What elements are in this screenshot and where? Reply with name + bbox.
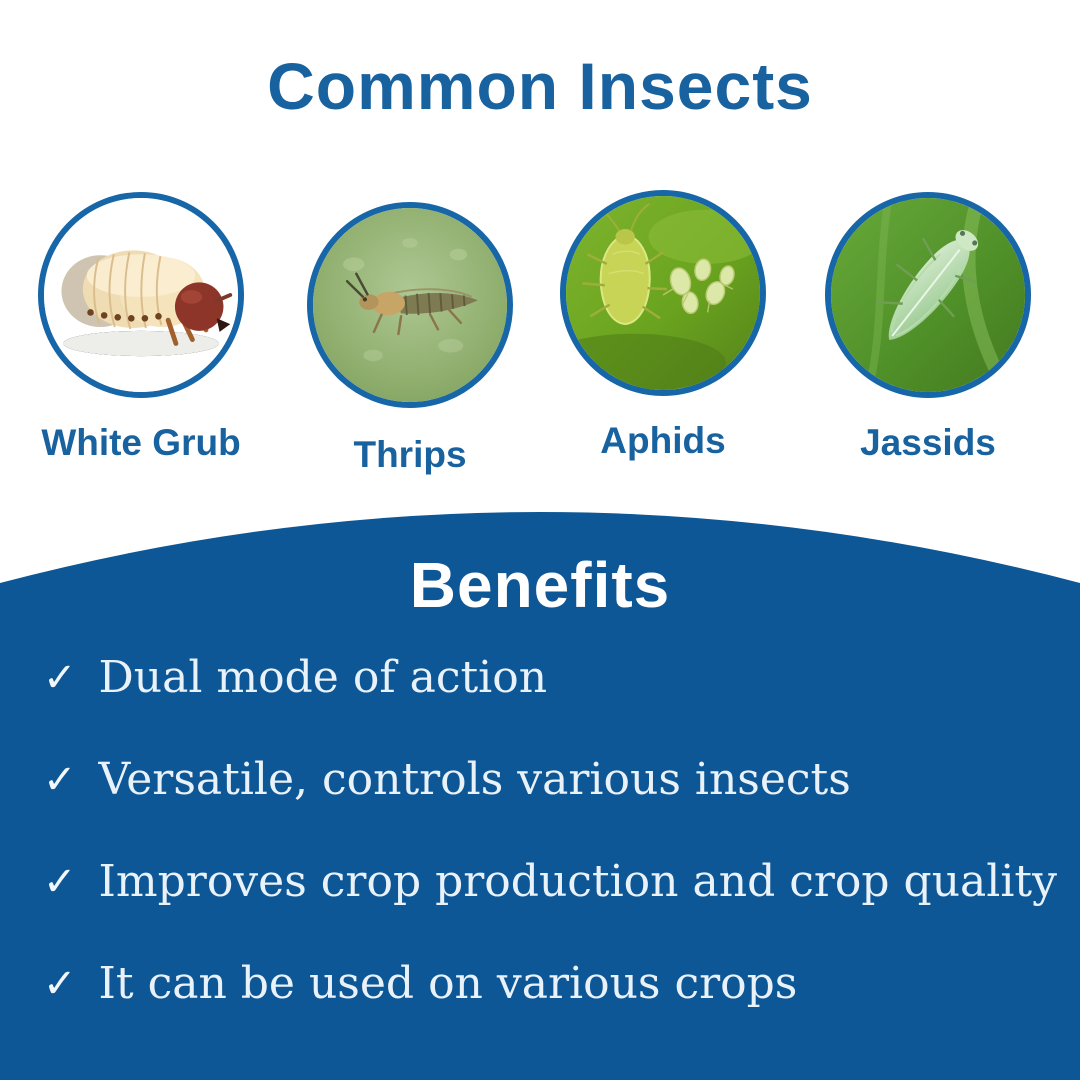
thrips-illustration [313,208,507,402]
white-grub-illustration [44,198,238,392]
insect-card-thrips: Thrips [290,202,530,476]
aphids-photo [560,190,766,396]
insect-card-aphids: Aphids [543,190,783,462]
benefit-text: Improves crop production and crop qualit… [98,856,1057,907]
benefit-text: Dual mode of action [98,652,548,703]
insect-card-white-grub: White Grub [21,192,261,464]
check-icon: ✓ [43,961,77,1007]
insect-label-aphids: Aphids [600,420,726,461]
benefit-item: ✓ Versatile, controls various insects [43,752,1043,808]
benefit-item: ✓ Improves crop production and crop qual… [43,854,1057,910]
benefits-title: Benefits [409,549,671,621]
page-title: Common Insects [267,49,813,123]
check-icon: ✓ [43,859,77,905]
benefit-item: ✓ It can be used on various crops [43,956,1043,1012]
insect-card-jassids: Jassids [808,192,1048,464]
thrips-photo [307,202,513,408]
benefits-list: ✓ Dual mode of action ✓ Versatile, contr… [43,650,1057,1058]
benefit-text: Versatile, controls various insects [98,754,851,805]
benefit-text: It can be used on various crops [98,958,798,1009]
insect-label-white-grub: White Grub [41,422,241,463]
check-icon: ✓ [43,757,77,803]
white-grub-photo [38,192,244,398]
jassids-photo [825,192,1031,398]
jassids-illustration [831,198,1025,392]
insect-label-jassids: Jassids [860,422,996,463]
check-icon: ✓ [43,655,77,701]
benefit-item: ✓ Dual mode of action [43,650,1043,706]
aphid-nymphs [669,258,735,315]
insect-label-thrips: Thrips [353,434,467,475]
aphid-large [582,202,667,326]
